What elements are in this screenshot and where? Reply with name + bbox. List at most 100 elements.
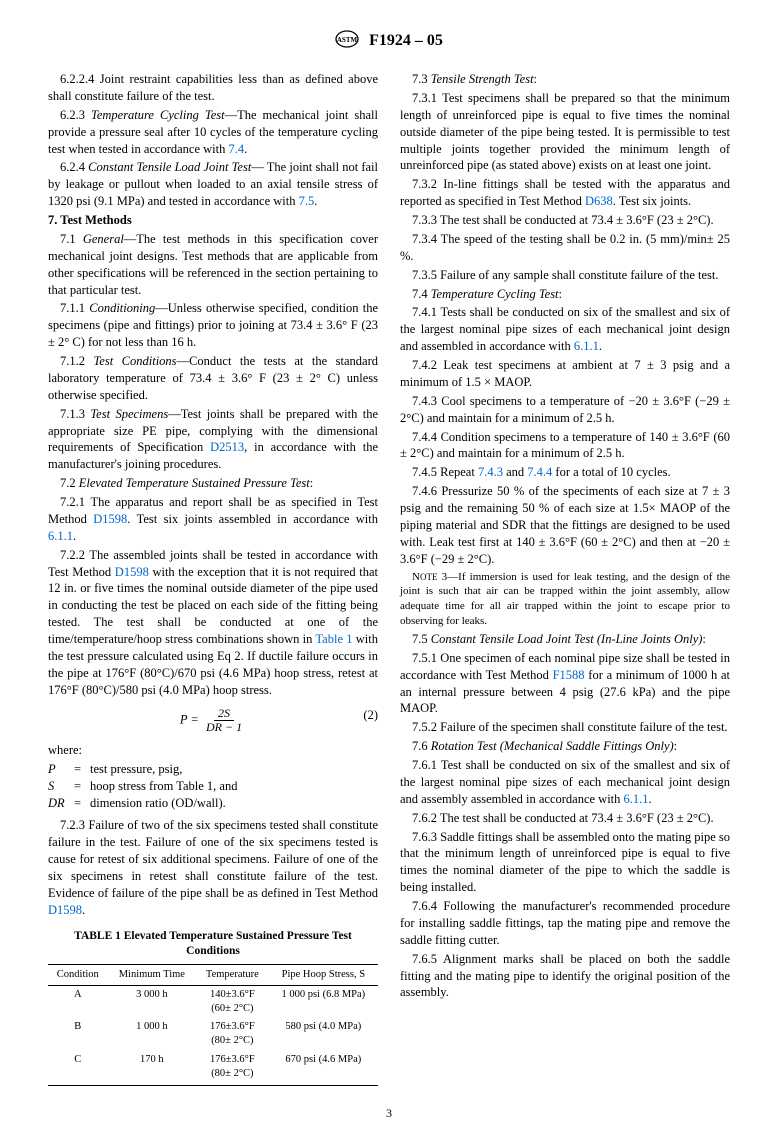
term: Rotation Test (Mechanical Saddle Fitting… xyxy=(431,739,674,753)
label: 6.2.3 xyxy=(60,108,91,122)
table-row: B 1 000 h 176±3.6°F(80± 2°C) 580 psi (4.… xyxy=(48,1018,378,1050)
section-7-heading: 7. Test Methods xyxy=(48,212,378,229)
text: . xyxy=(314,194,317,208)
xref-7-4-4[interactable]: 7.4.4 xyxy=(527,465,552,479)
xref-table-1[interactable]: Table 1 xyxy=(315,632,352,646)
xref-d1598[interactable]: D1598 xyxy=(93,512,127,526)
para-7-4-2: 7.4.2 Leak test specimens at ambient at … xyxy=(400,357,730,391)
cell: 670 psi (4.6 MPa) xyxy=(269,1051,378,1086)
table-1: TABLE 1 Elevated Temperature Sustained P… xyxy=(48,929,378,1086)
para-6-2-4: 6.2.4 Constant Tensile Load Joint Test— … xyxy=(48,159,378,210)
label: 7.1.1 xyxy=(60,301,89,315)
label: 7.2 xyxy=(60,476,79,490)
para-7-6-2: 7.6.2 The test shall be conducted at 73.… xyxy=(400,810,730,827)
where-row: DR=dimension ratio (OD/wall). xyxy=(48,795,378,812)
cell: 1 000 psi (6.8 MPa) xyxy=(269,985,378,1018)
cell: 580 psi (4.0 MPa) xyxy=(269,1018,378,1050)
term: General xyxy=(83,232,124,246)
para-7-3-1: 7.3.1 Test specimens shall be prepared s… xyxy=(400,90,730,174)
table-1-grid: Condition Minimum Time Temperature Pipe … xyxy=(48,964,378,1086)
para-7-1-3: 7.1.3 Test Specimens—Test joints shall b… xyxy=(48,406,378,474)
term: Temperature Cycling Test xyxy=(91,108,225,122)
text: : xyxy=(534,72,537,86)
cell: 170 h xyxy=(108,1051,196,1086)
xref-6-1-1[interactable]: 6.1.1 xyxy=(574,339,599,353)
term: Constant Tensile Load Joint Test (In-Lin… xyxy=(431,632,703,646)
symbol: S xyxy=(48,778,74,795)
equals: = xyxy=(74,761,90,778)
page-header: ASTM F1924 – 05 xyxy=(48,30,730,53)
xref-d2513[interactable]: D2513 xyxy=(210,440,244,454)
body-columns: 6.2.2.4 Joint restraint capabilities les… xyxy=(48,71,730,1086)
para-7-3-3: 7.3.3 The test shall be conducted at 73.… xyxy=(400,212,730,229)
xref-6-1-1[interactable]: 6.1.1 xyxy=(624,792,649,806)
para-7-4-1: 7.4.1 Tests shall be conducted on six of… xyxy=(400,304,730,355)
para-7-4-3: 7.4.3 Cool specimens to a temperature of… xyxy=(400,393,730,427)
term: Elevated Temperature Sustained Pressure … xyxy=(79,476,310,490)
definition: dimension ratio (OD/wall). xyxy=(90,795,378,812)
term: Test Specimens xyxy=(90,407,168,421)
symbol: P xyxy=(48,761,74,778)
temp-f: 176±3.6°F xyxy=(210,1021,255,1032)
term: Temperature Cycling Test xyxy=(431,287,559,301)
para-7-6-3: 7.6.3 Saddle fittings shall be assembled… xyxy=(400,829,730,897)
para-7-5: 7.5 Constant Tensile Load Joint Test (In… xyxy=(400,631,730,648)
label: 7.5 xyxy=(412,632,431,646)
where-row: S=hoop stress from Table 1, and xyxy=(48,778,378,795)
para-7-6-1: 7.6.1 Test shall be conducted on six of … xyxy=(400,757,730,808)
where-label: where: xyxy=(48,742,378,759)
temp-c: (60± 2°C) xyxy=(211,1003,253,1014)
label: 7.1 xyxy=(60,232,83,246)
where-list: P=test pressure, psig, S=hoop stress fro… xyxy=(48,761,378,812)
symbol: DR xyxy=(48,795,74,812)
text: 7.4.5 Repeat xyxy=(412,465,478,479)
para-7-5-2: 7.5.2 Failure of the specimen shall cons… xyxy=(400,719,730,736)
para-7-1-2: 7.1.2 Test Conditions—Conduct the tests … xyxy=(48,353,378,404)
para-7-4-5: 7.4.5 Repeat 7.4.3 and 7.4.4 for a total… xyxy=(400,464,730,481)
text: : xyxy=(674,739,677,753)
cell: 3 000 h xyxy=(108,985,196,1018)
text: . xyxy=(244,142,247,156)
definition: hoop stress from Table 1, and xyxy=(90,778,378,795)
para-7-3-4: 7.3.4 The speed of the testing shall be … xyxy=(400,231,730,265)
label: 7.1.3 xyxy=(60,407,90,421)
table-title: TABLE 1 Elevated Temperature Sustained P… xyxy=(48,929,378,960)
text: and xyxy=(503,465,527,479)
text: : xyxy=(559,287,562,301)
para-7-4-4: 7.4.4 Condition specimens to a temperatu… xyxy=(400,429,730,463)
xref-d1598[interactable]: D1598 xyxy=(115,565,149,579)
term: Tensile Strength Test xyxy=(431,72,534,86)
text: . xyxy=(649,792,652,806)
xref-7-4[interactable]: 7.4 xyxy=(229,142,245,156)
xref-d638[interactable]: D638 xyxy=(585,194,613,208)
cell: A xyxy=(48,985,108,1018)
xref-7-5[interactable]: 7.5 xyxy=(299,194,315,208)
svg-text:ASTM: ASTM xyxy=(337,36,358,44)
xref-f1588[interactable]: F1588 xyxy=(553,668,585,682)
xref-6-1-1[interactable]: 6.1.1 xyxy=(48,529,73,543)
astm-logo-icon: ASTM xyxy=(335,30,359,53)
text: . xyxy=(73,529,76,543)
xref-d1598[interactable]: D1598 xyxy=(48,903,82,917)
para-7-4: 7.4 Temperature Cycling Test: xyxy=(400,286,730,303)
page: ASTM F1924 – 05 6.2.2.4 Joint restraint … xyxy=(0,0,778,1141)
cell: 1 000 h xyxy=(108,1018,196,1050)
xref-7-4-3[interactable]: 7.4.3 xyxy=(478,465,503,479)
col-condition: Condition xyxy=(48,964,108,985)
cell: 176±3.6°F(80± 2°C) xyxy=(196,1051,269,1086)
para-7-6-5: 7.6.5 Alignment marks shall be placed on… xyxy=(400,951,730,1002)
table-row: A 3 000 h 140±3.6°F(60± 2°C) 1 000 psi (… xyxy=(48,985,378,1018)
col-hoop-stress: Pipe Hoop Stress, S xyxy=(269,964,378,985)
text: for a total of 10 cycles. xyxy=(552,465,670,479)
text: 7.2.3 Failure of two of the six specimen… xyxy=(48,818,378,900)
table-row: C 170 h 176±3.6°F(80± 2°C) 670 psi (4.6 … xyxy=(48,1051,378,1086)
col-min-time: Minimum Time xyxy=(108,964,196,985)
text: . Test six joints assembled in accordanc… xyxy=(127,512,378,526)
table-header-row: Condition Minimum Time Temperature Pipe … xyxy=(48,964,378,985)
para-7-5-1: 7.5.1 One specimen of each nominal pipe … xyxy=(400,650,730,718)
eq-left: P = xyxy=(180,712,199,726)
temp-f: 176±3.6°F xyxy=(210,1054,255,1065)
para-6-2-3: 6.2.3 Temperature Cycling Test—The mecha… xyxy=(48,107,378,158)
para-7-1-1: 7.1.1 Conditioning—Unless otherwise spec… xyxy=(48,300,378,351)
note-label: NOTE 3— xyxy=(412,571,458,583)
